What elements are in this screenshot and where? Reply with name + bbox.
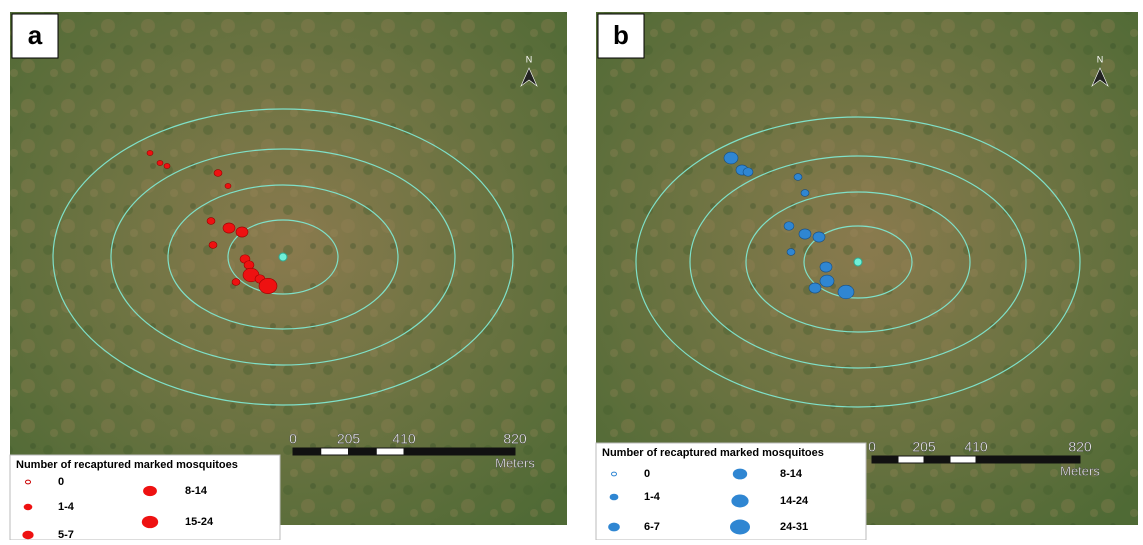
legend-symbol [730,520,750,535]
legend-symbol [610,494,619,501]
scale-label: 410 [964,439,988,455]
trap-marker [207,218,215,225]
trap-marker [838,285,854,299]
legend-symbol [24,504,33,510]
legend-symbol [733,469,747,480]
trap-marker [259,278,277,293]
release-point [279,253,287,261]
scale-unit: Meters [1060,463,1100,478]
trap-marker [787,249,795,256]
scale-label: 820 [1068,439,1092,455]
legend-symbol [22,531,33,539]
map-panel: b N 0 205 410 820 Meters Number of recaptured m… [596,12,1138,540]
scale-bar-segment [976,456,1080,463]
trap-marker [223,223,235,233]
trap-marker [214,170,222,177]
legend-symbol [143,486,157,496]
legend-title: Number of recaptured marked mosquitoes [16,459,238,471]
north-label: N [1097,54,1104,64]
scale-bar-segment [376,448,404,455]
legend-label: 1-4 [644,491,661,503]
legend-symbol [26,480,31,484]
trap-marker [225,183,231,188]
scale-label: 0 [868,439,876,455]
map-panel: a N 0 205 410 820 Meters Number of recaptured m… [10,12,567,540]
legend-label: 24-31 [780,521,808,533]
trap-marker [724,152,738,164]
legend-symbol [612,472,617,476]
scale-bar-segment [404,448,515,455]
north-label: N [526,54,533,64]
trap-marker [209,242,217,249]
legend-label: 6-7 [644,521,660,533]
trap-marker [164,163,170,168]
trap-marker [157,160,163,165]
legend-symbol [731,495,748,508]
trap-marker [236,227,248,237]
scale-label: 205 [912,439,936,455]
legend-label: 0 [58,476,64,488]
scale-label: 820 [503,431,527,447]
scale-label: 205 [337,431,361,447]
legend-label: 0 [644,468,650,480]
legend-label: 5-7 [58,529,74,540]
panel-label: a [28,20,43,50]
trap-marker [784,222,794,231]
legend-symbol [608,523,620,532]
scale-unit: Meters [495,455,535,470]
legend-label: 15-24 [185,516,214,528]
scale-bar-segment [872,456,898,463]
legend-label: 1-4 [58,501,75,513]
trap-marker [813,232,825,242]
trap-marker [232,279,240,286]
legend-label: 8-14 [185,485,208,497]
trap-marker [820,275,834,287]
legend-symbol [142,516,158,528]
trap-marker [794,174,802,181]
legend-title: Number of recaptured marked mosquitoes [602,447,824,459]
trap-marker [799,229,811,239]
trap-marker [244,261,254,270]
scale-label: 410 [392,431,416,447]
figure: a N 0 205 410 820 Meters Number of recaptured m… [0,0,1143,540]
scale-bar-segment [898,456,924,463]
scale-bar-segment [950,456,976,463]
legend-label: 14-24 [780,495,809,507]
trap-marker [743,168,753,177]
panel-label: b [613,20,629,50]
trap-marker [809,283,821,293]
scale-bar-segment [349,448,377,455]
legend-label: 8-14 [780,468,803,480]
trap-marker [147,150,153,155]
trap-marker [801,190,809,197]
scale-bar-segment [321,448,349,455]
scale-bar-segment [293,448,321,455]
scale-bar-segment [924,456,950,463]
scale-label: 0 [289,431,297,447]
trap-marker [820,262,832,272]
release-point [854,258,862,266]
